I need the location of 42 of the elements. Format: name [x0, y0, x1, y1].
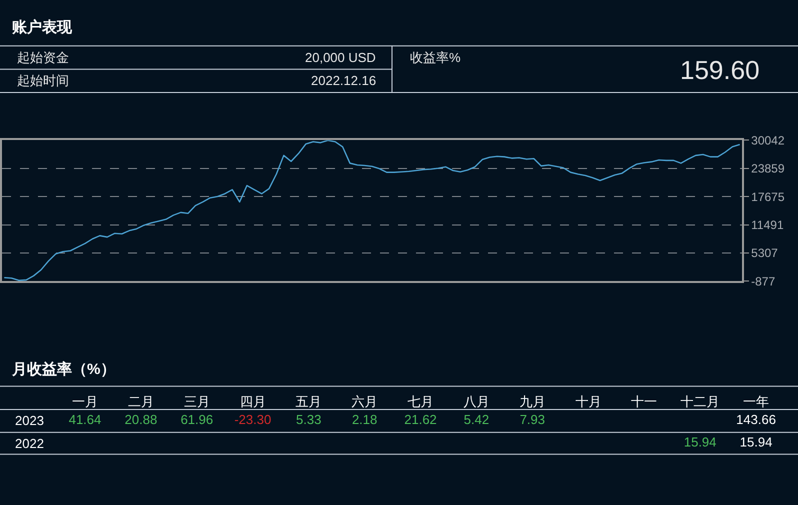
text: 2022.12.16 [311, 73, 376, 88]
y-tick-label: 30042 [751, 133, 785, 148]
text: 41.64 [68, 412, 102, 427]
y-tick-label: 23859 [751, 162, 785, 176]
y-tick-label: 17675 [751, 190, 785, 204]
category-label: 六月 [352, 394, 378, 409]
category-label: 十二月 [680, 394, 720, 409]
category-label: 九月 [519, 394, 546, 409]
text: 账户表现 [11, 18, 73, 36]
line-series [4, 140, 740, 282]
category-label: 四月 [240, 394, 266, 409]
text: 143.66 [736, 412, 776, 427]
y-tick-label: 11491 [751, 218, 784, 232]
text: 2.18 [352, 412, 378, 427]
text: 61.96 [180, 412, 214, 427]
category-label: 2022 [15, 436, 44, 451]
category-label: 二月 [128, 394, 154, 409]
text: 7.93 [520, 412, 546, 427]
category-label: 十月 [575, 394, 602, 409]
category-label: 十一 [631, 394, 658, 409]
category-label: 五月 [296, 394, 322, 409]
text: -23.30 [234, 412, 272, 427]
y-tick-label: 5307 [751, 246, 778, 260]
category-label: 2023 [15, 413, 44, 428]
text: 5.33 [296, 412, 322, 427]
text: 起始资金 [17, 50, 69, 65]
text: 20.88 [124, 412, 158, 427]
text: 收益率% [410, 50, 461, 65]
category-label: 八月 [463, 394, 490, 409]
text: 15.94 [740, 434, 772, 450]
text: 月收益率（%） [11, 360, 116, 378]
text: 起始时间 [17, 73, 69, 88]
text: 5.42 [464, 412, 490, 427]
text: 15.94 [684, 434, 716, 450]
text: 20,000 USD [305, 50, 376, 65]
category-label: 三月 [184, 394, 210, 409]
category-label: 一月 [72, 394, 98, 409]
category-label: 七月 [408, 394, 434, 409]
text: 159.60 [680, 55, 760, 85]
y-tick-label: -877 [751, 274, 776, 288]
text: 21.62 [404, 412, 437, 427]
category-label: 一年 [743, 394, 770, 409]
